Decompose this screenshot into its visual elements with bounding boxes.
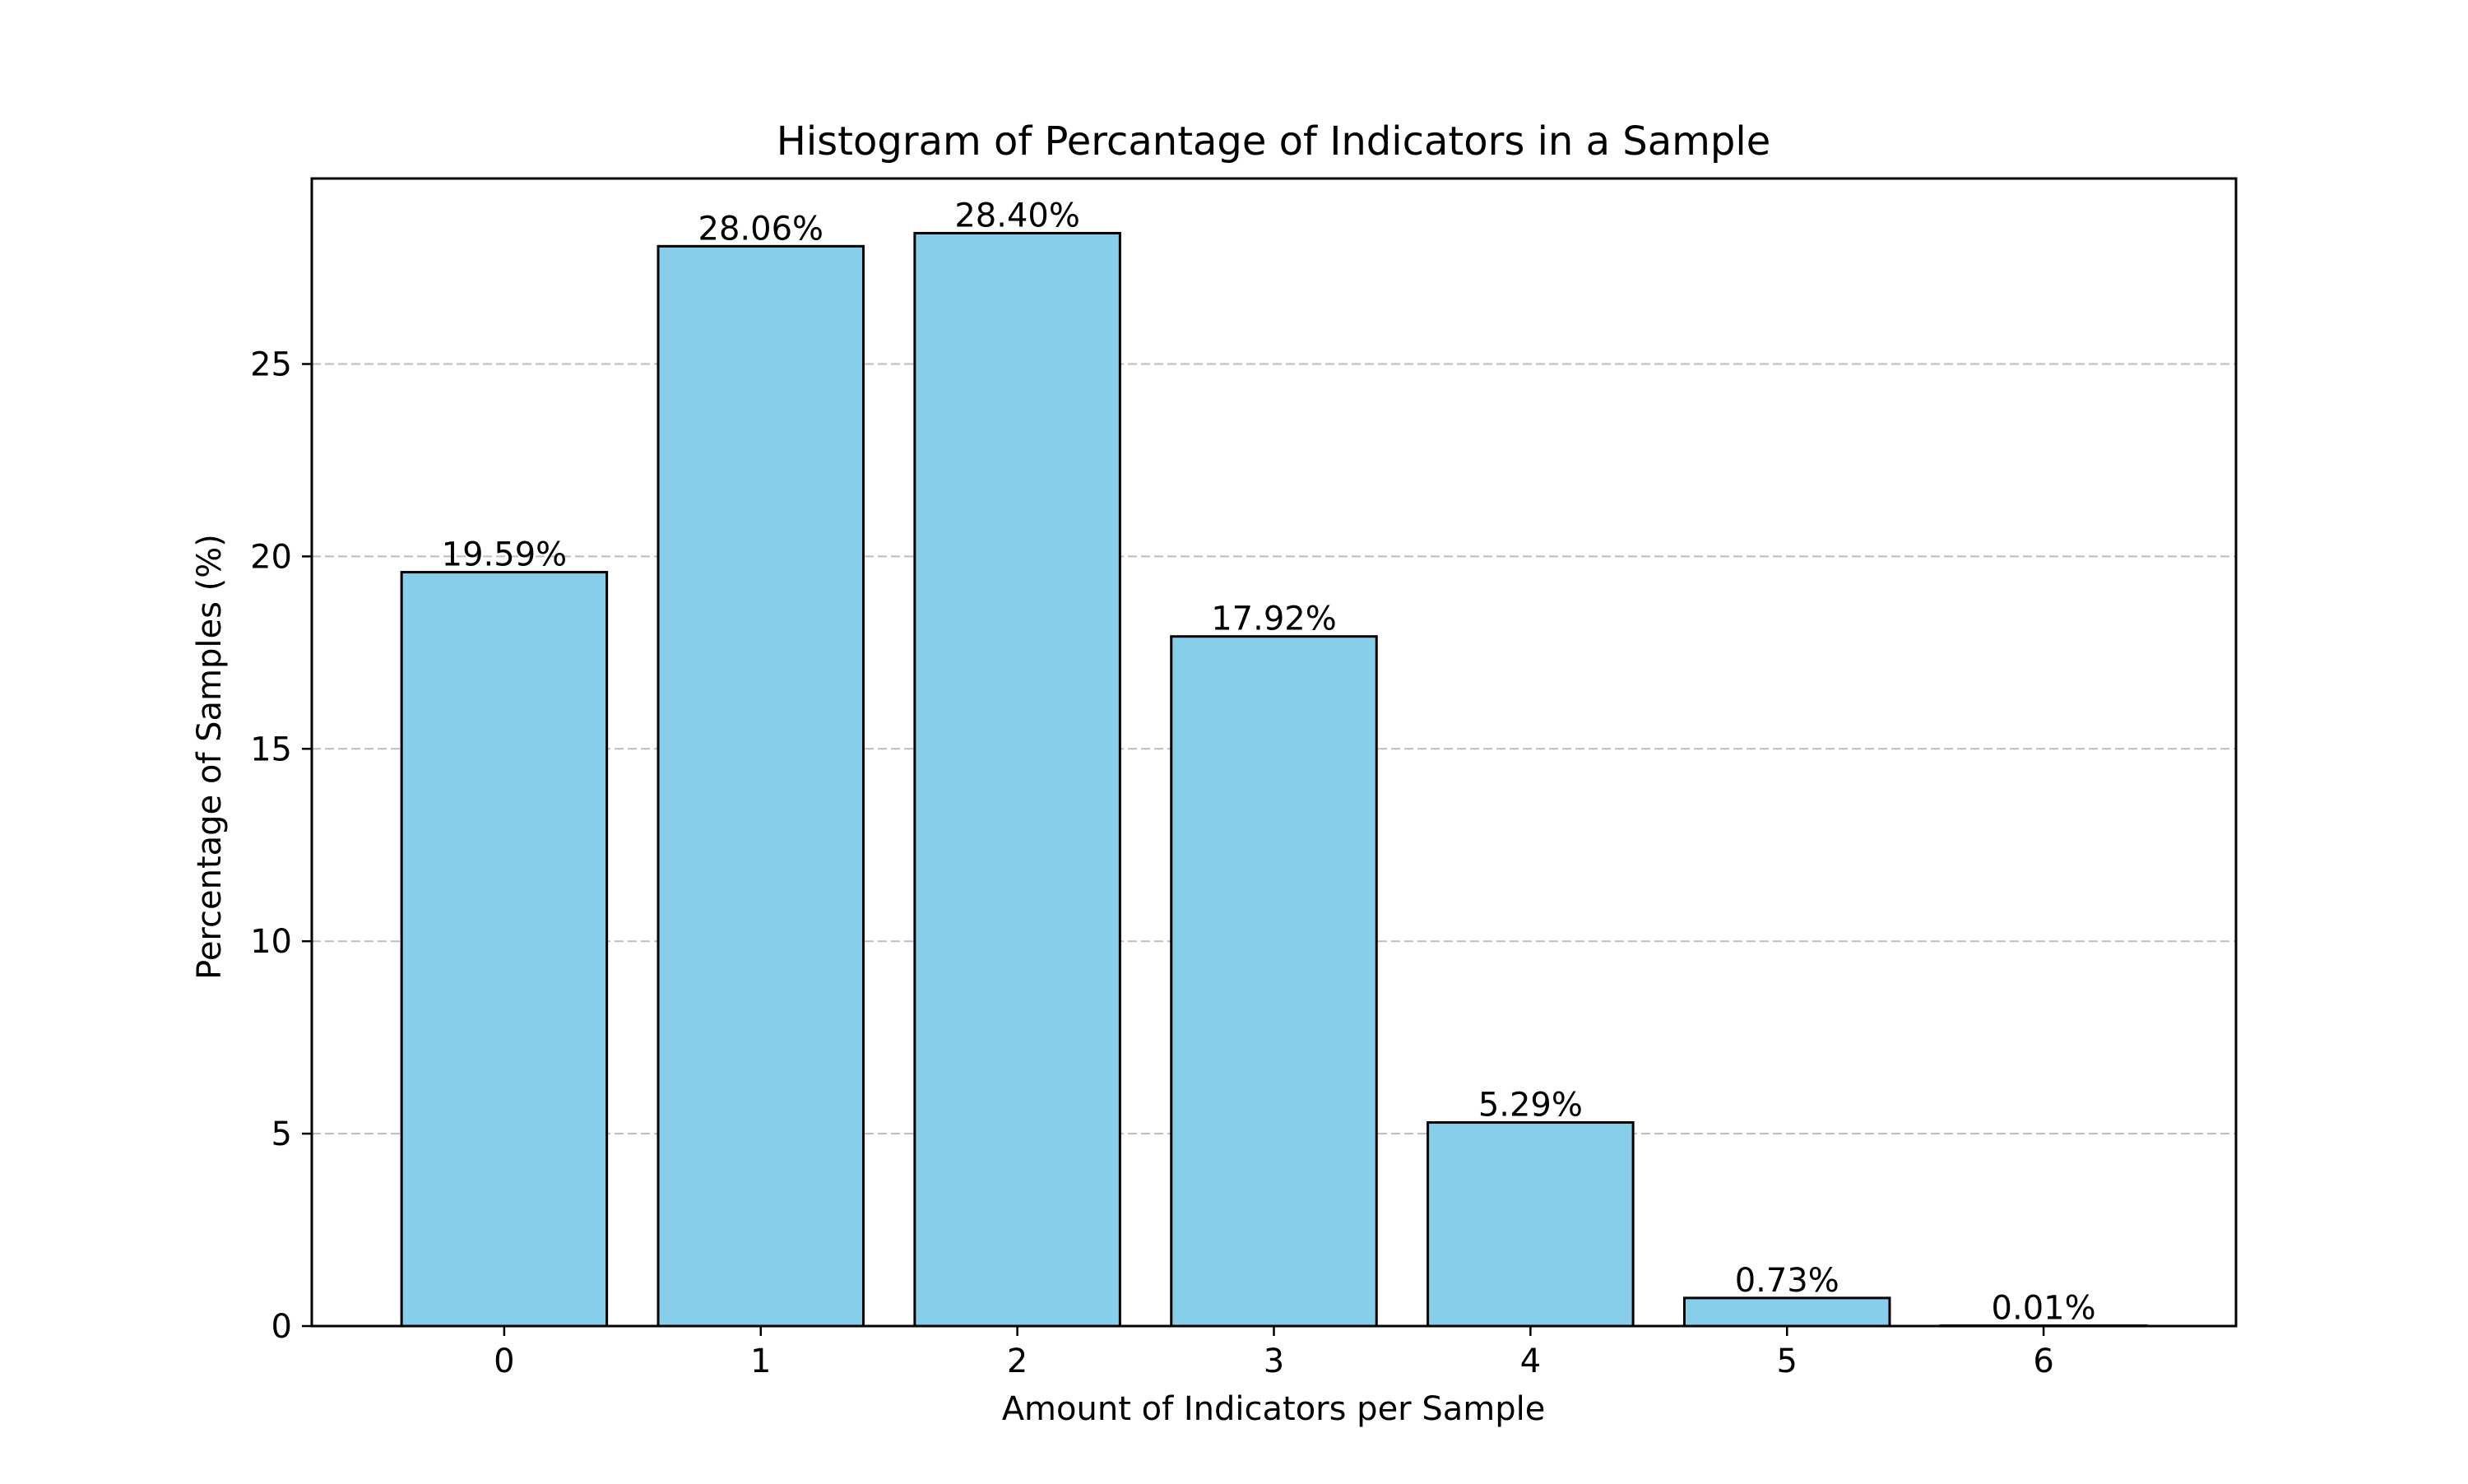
bars bbox=[400, 231, 2148, 1328]
x-axis-label: Amount of Indicators per Sample bbox=[1002, 1390, 1546, 1428]
data-label: 28.06% bbox=[698, 210, 824, 248]
chart-title: Histogram of Percantage of Indicators in… bbox=[777, 118, 1771, 165]
y-axis-ticks: 0 5 10 15 20 25 bbox=[250, 345, 312, 1346]
data-labels: 19.59% 28.06% 28.40% 17.92% 5.29% 0.73% 0.01% bbox=[442, 197, 2096, 1327]
x-tick-label: 3 bbox=[1264, 1343, 1284, 1380]
y-tick-label: 20 bbox=[250, 538, 292, 576]
data-label: 19.59% bbox=[442, 536, 568, 574]
bar bbox=[1682, 1296, 1891, 1328]
data-label: 0.01% bbox=[1992, 1290, 2096, 1328]
y-axis-label: Percentage of Samples (%) bbox=[191, 534, 229, 980]
bar bbox=[656, 244, 865, 1328]
bar bbox=[913, 231, 1121, 1328]
data-label: 17.92% bbox=[1211, 601, 1337, 638]
data-label: 28.40% bbox=[954, 197, 1080, 234]
bar bbox=[1427, 1121, 1635, 1328]
x-tick-label: 4 bbox=[1520, 1343, 1541, 1380]
x-tick-label: 6 bbox=[2033, 1343, 2053, 1380]
x-tick-label: 0 bbox=[494, 1343, 514, 1380]
x-tick-label: 2 bbox=[1007, 1343, 1028, 1380]
y-tick-label: 5 bbox=[271, 1115, 292, 1153]
y-tick-label: 25 bbox=[250, 345, 292, 383]
y-tick-label: 15 bbox=[250, 730, 292, 768]
bar bbox=[400, 571, 609, 1328]
x-tick-label: 1 bbox=[750, 1343, 771, 1380]
y-tick-label: 0 bbox=[271, 1308, 292, 1346]
data-label: 5.29% bbox=[1478, 1087, 1583, 1125]
x-axis-ticks: 0 1 2 3 4 5 6 bbox=[494, 1326, 2054, 1380]
x-tick-label: 5 bbox=[1777, 1343, 1798, 1380]
data-label: 0.73% bbox=[1735, 1262, 1839, 1300]
bar bbox=[1170, 635, 1378, 1328]
y-tick-label: 10 bbox=[250, 923, 292, 961]
